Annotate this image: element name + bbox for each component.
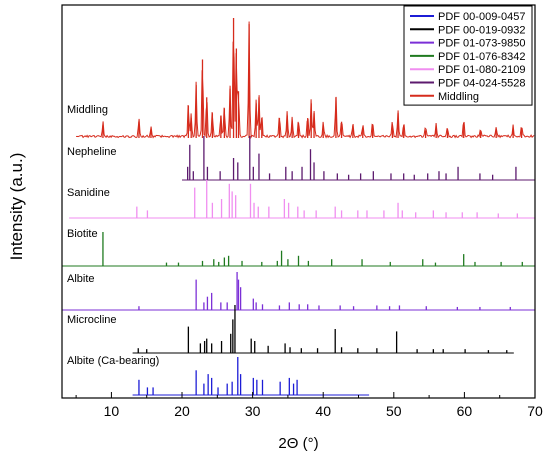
legend-item: PDF 01-073-9850 [410, 38, 525, 50]
plot-frame [61, 4, 536, 399]
middling-profile [76, 21, 535, 140]
series-microcline: Microcline [67, 305, 514, 354]
trace-label: Nepheline [67, 146, 117, 158]
legend-item: PDF 00-009-0457 [410, 11, 525, 23]
x-tick: 60 [457, 392, 501, 419]
trace-label: Sanidine [67, 187, 110, 199]
x-tick-label: 10 [104, 403, 120, 419]
trace-label: Middling [67, 104, 108, 116]
series-sanidine: Sanidine [67, 180, 535, 219]
x-tick-label: 70 [527, 403, 543, 419]
series-albite-ca-bearing-: Albite (Ca-bearing) [67, 355, 370, 396]
trace-label: Albite (Ca-bearing) [67, 355, 159, 367]
x-tick-label: 60 [457, 403, 473, 419]
trace-label: Albite [67, 273, 95, 285]
trace-group: Middling Nepheline Sanidine Biotite Albite Mi… [62, 18, 535, 396]
x-tick: 30 [245, 392, 289, 419]
series-nepheline: Nepheline [67, 136, 535, 181]
legend-label: PDF 00-009-0457 [438, 11, 525, 23]
x-tick: 50 [386, 392, 430, 419]
legend-label: PDF 01-076-8342 [438, 51, 525, 63]
x-tick-group: 10 20 30 40 50 60 70 [75, 392, 543, 419]
legend-label: PDF 01-073-9850 [438, 38, 525, 50]
y-axis-label: Intensity (a.u.) [7, 153, 26, 261]
trace-label: Microcline [67, 314, 117, 326]
legend-label: PDF 00-019-0932 [438, 24, 525, 36]
legend-item: Middling [410, 91, 479, 103]
legend-item: PDF 01-076-8342 [410, 51, 525, 63]
x-tick-label: 40 [315, 403, 331, 419]
x-tick-label: 30 [245, 403, 261, 419]
series-biotite: Biotite [62, 228, 535, 267]
legend-label: Middling [438, 91, 479, 103]
x-tick: 20 [174, 392, 218, 419]
x-tick-label: 20 [174, 403, 190, 419]
series-albite: Albite [62, 272, 535, 311]
x-tick-label: 50 [386, 403, 402, 419]
legend-label: PDF 04-024-5528 [438, 78, 525, 90]
legend-item: PDF 00-019-0932 [410, 24, 525, 36]
legend-label: PDF 01-080-2109 [438, 64, 525, 76]
x-axis-label: 2Θ (°) [278, 435, 318, 452]
legend-item: PDF 01-080-2109 [410, 64, 525, 76]
x-tick: 10 [104, 392, 148, 419]
trace-label: Biotite [67, 228, 98, 240]
legend-item: PDF 04-024-5528 [410, 78, 525, 90]
axes-group [61, 4, 536, 399]
x-tick: 70 [527, 392, 543, 419]
x-tick: 40 [315, 392, 360, 419]
series-middling: Middling [67, 18, 535, 140]
